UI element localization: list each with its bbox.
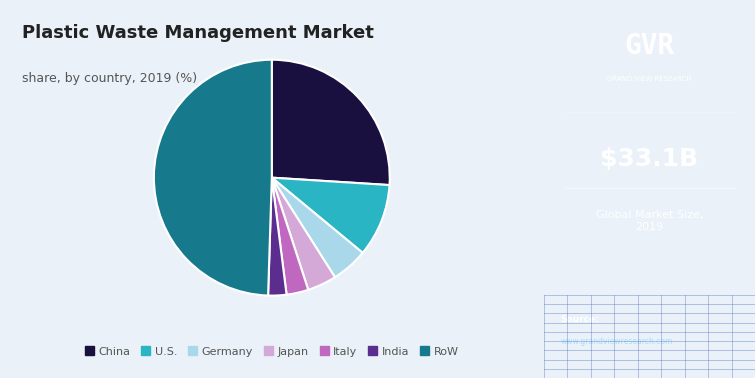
Wedge shape (272, 178, 335, 290)
Wedge shape (272, 60, 390, 185)
Text: GVR: GVR (624, 32, 674, 60)
Wedge shape (272, 178, 362, 277)
Text: share, by country, 2019 (%): share, by country, 2019 (%) (22, 71, 197, 85)
Wedge shape (154, 60, 272, 296)
Text: GRAND VIEW RESEARCH: GRAND VIEW RESEARCH (607, 76, 692, 82)
Text: $33.1B: $33.1B (600, 147, 698, 171)
Wedge shape (268, 178, 287, 296)
Wedge shape (272, 178, 308, 295)
Text: Source:: Source: (560, 315, 599, 324)
Text: www.grandviewresearch.com: www.grandviewresearch.com (560, 337, 673, 346)
Text: Plastic Waste Management Market: Plastic Waste Management Market (22, 24, 374, 42)
Wedge shape (272, 178, 390, 253)
Text: Global Market Size,
2019: Global Market Size, 2019 (596, 210, 703, 232)
Legend: China, U.S., Germany, Japan, Italy, India, RoW: China, U.S., Germany, Japan, Italy, Indi… (85, 347, 459, 356)
